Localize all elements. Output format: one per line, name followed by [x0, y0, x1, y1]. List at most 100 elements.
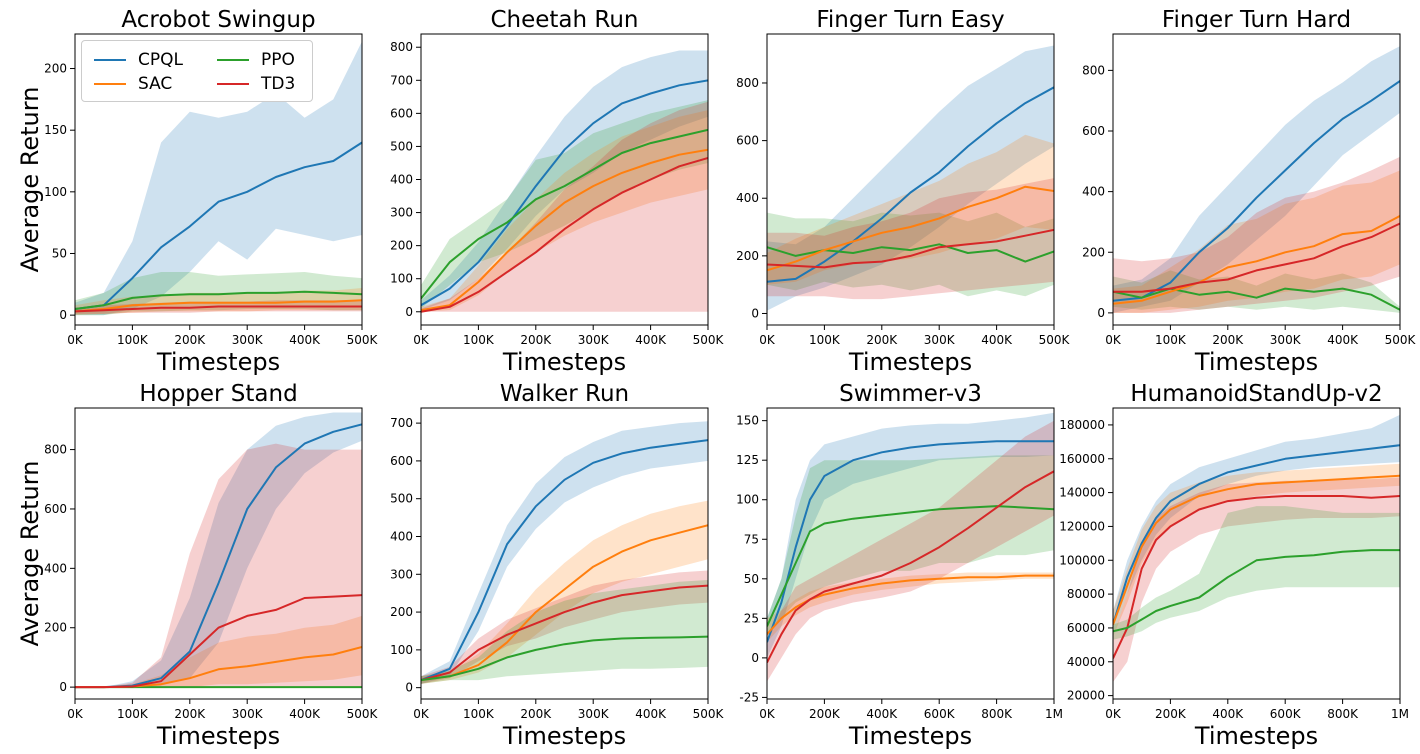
band-td3 [767, 178, 1054, 300]
y-tick-label: 100 [390, 272, 413, 286]
x-tick-label: 500K [693, 333, 725, 347]
x-axis-label: Timesteps [1194, 348, 1318, 376]
legend-label-td3: TD3 [261, 74, 296, 94]
x-tick-label: 200K [520, 707, 552, 721]
y-tick-label: 100000 [1059, 553, 1105, 567]
plot-area [75, 41, 362, 316]
line-ppo [1113, 287, 1400, 311]
y-tick-label: 800 [1082, 63, 1105, 77]
line-cpql [421, 79, 708, 307]
y-axis-label: Average Return [16, 87, 44, 273]
y-tick-label: 600 [44, 502, 67, 516]
band-td3 [421, 570, 708, 684]
band-ppo [421, 100, 708, 309]
x-tick-label: 1M [1045, 707, 1063, 721]
x-tick-label: 400K [289, 333, 321, 347]
line-ppo [1113, 549, 1400, 633]
legend-swatch-td3 [217, 83, 249, 85]
x-tick-label: 200K [520, 333, 552, 347]
band-sac [1113, 170, 1400, 313]
y-tick-label: 0 [1097, 306, 1105, 320]
y-tick-label: 300 [390, 206, 413, 220]
y-axis-label: Average Return [16, 461, 44, 647]
band-cpql [75, 41, 362, 316]
x-tick-label: 800K [981, 707, 1013, 721]
band-sac [1113, 463, 1400, 637]
y-tick-label: 800 [736, 76, 759, 90]
y-tick-label: 150 [44, 123, 67, 137]
legend-item-cpql: CPQL [94, 49, 183, 71]
legend-item-td3: TD3 [217, 73, 295, 95]
y-tick-label: 0 [405, 681, 413, 695]
y-tick-label: 800 [44, 443, 67, 457]
axes-frame [74, 33, 363, 326]
x-tick-label: 0K [413, 707, 430, 721]
line-td3 [421, 584, 708, 682]
line-cpql [767, 440, 1054, 643]
x-tick-label: 200K [174, 333, 206, 347]
y-tick-label: 0 [751, 651, 759, 665]
chart-title: Hopper Stand [139, 381, 297, 407]
y-tick-label: 80000 [1067, 587, 1105, 601]
y-tick-label: 60000 [1067, 621, 1105, 635]
x-axis-label: Timesteps [502, 722, 626, 750]
y-tick-label: 50 [744, 572, 759, 586]
plot-area [767, 412, 1054, 682]
y-tick-label: 200 [390, 605, 413, 619]
y-tick-label: 600 [390, 454, 413, 468]
x-tick-label: 500K [1039, 333, 1071, 347]
y-tick-label: 500 [390, 492, 413, 506]
line-td3 [421, 157, 708, 313]
legend-swatch-sac [94, 83, 126, 85]
line-cpql [75, 141, 362, 310]
y-tick-label: 20000 [1067, 689, 1105, 703]
plot-area [421, 50, 708, 313]
y-tick-label: 125 [736, 453, 759, 467]
chart-title: Cheetah Run [490, 7, 638, 33]
band-sac [421, 110, 708, 312]
y-tick-label: 0 [405, 305, 413, 319]
line-sac [767, 574, 1054, 635]
x-tick-label: 100K [809, 333, 841, 347]
y-tick-label: 400 [390, 529, 413, 543]
chart-title: Finger Turn Easy [816, 7, 1004, 33]
plot-area [75, 412, 362, 689]
line-ppo [767, 505, 1054, 627]
line-td3 [767, 470, 1054, 664]
y-tick-label: 400 [44, 561, 67, 575]
x-tick-label: 400K [635, 333, 667, 347]
y-tick-label: 600 [390, 106, 413, 120]
line-sac [1113, 474, 1400, 625]
band-ppo [767, 212, 1054, 297]
x-tick-label: 0K [67, 707, 84, 721]
x-axis-label: Timesteps [156, 722, 280, 750]
x-axis-label: Timesteps [848, 348, 972, 376]
x-axis-label: Timesteps [1194, 722, 1318, 750]
y-tick-label: 0 [59, 680, 67, 694]
chart-walker-run: 0K 100K 200K 300K 400K 500K 0 100 200 300 400 500 60… [390, 381, 724, 750]
x-tick-label: 300K [578, 707, 610, 721]
y-tick-label: 200 [1082, 245, 1105, 259]
x-tick-label: 0K [413, 333, 430, 347]
x-tick-label: 0K [67, 333, 84, 347]
plot-area [421, 421, 708, 684]
line-td3 [767, 228, 1054, 269]
band-td3 [421, 101, 708, 312]
y-tick-label: 100 [44, 185, 67, 199]
legend-label-sac: SAC [138, 74, 173, 94]
line-cpql [1113, 444, 1400, 625]
band-td3 [75, 443, 362, 688]
band-sac [767, 134, 1054, 285]
x-tick-label: 600K [1270, 707, 1302, 721]
band-td3 [1113, 477, 1400, 683]
x-tick-label: 100K [117, 333, 149, 347]
legend-swatch-ppo [217, 59, 249, 61]
x-tick-label: 100K [1155, 333, 1187, 347]
axes-frame [420, 407, 709, 700]
x-tick-label: 100K [463, 333, 495, 347]
x-tick-label: 500K [1385, 333, 1417, 347]
x-tick-label: 500K [693, 707, 725, 721]
band-td3 [1113, 156, 1400, 313]
y-tick-label: 200 [736, 249, 759, 263]
